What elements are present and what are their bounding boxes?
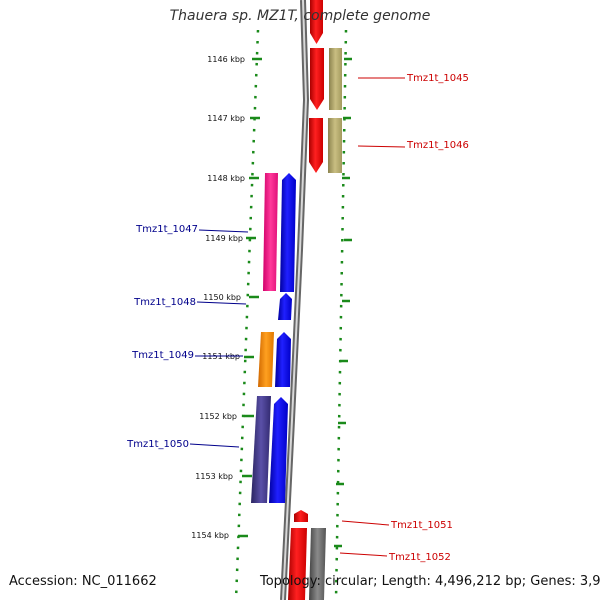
gene-label[interactable]: Tmz1t_1045 (406, 73, 469, 84)
cds-feature[interactable] (294, 510, 308, 522)
gene-label[interactable]: Tmz1t_1050 (126, 439, 189, 450)
cog-track (251, 48, 342, 600)
cog-feature-1047[interactable] (263, 173, 278, 291)
reverse-cds-track (269, 173, 296, 503)
accession-label: Accession: NC_011662 (9, 574, 157, 589)
cog-feature-1045[interactable] (329, 48, 342, 110)
cds-feature[interactable] (275, 332, 291, 387)
cog-feature-1050[interactable] (251, 396, 271, 503)
gene-label[interactable]: Tmz1t_1048 (133, 297, 196, 308)
leader-line-1047 (198, 229, 249, 233)
gene-label[interactable]: Tmz1t_1051 (390, 520, 453, 531)
leader-line-1050 (189, 443, 240, 448)
cds-feature[interactable] (278, 293, 292, 320)
cds-feature[interactable] (309, 118, 323, 173)
gene-label[interactable]: Tmz1t_1052 (388, 552, 451, 563)
gene-label[interactable]: Tmz1t_1046 (406, 140, 469, 151)
outer-track-boundary (334, 29, 348, 601)
scale-label: 1148 kbp (207, 174, 245, 183)
cog-feature-1049[interactable] (258, 332, 274, 387)
cds-feature[interactable] (269, 397, 288, 503)
cog-feature-1052[interactable] (309, 528, 326, 600)
scale-label: 1146 kbp (207, 55, 245, 64)
scale-label: 1147 kbp (207, 114, 245, 123)
gene-label[interactable]: Tmz1t_1047 (135, 224, 198, 235)
gene-label[interactable]: Tmz1t_1049 (131, 350, 194, 361)
scale-label: 1152 kbp (199, 412, 237, 421)
gene-label-leaders (189, 77, 406, 557)
forward-cds-track (288, 0, 324, 600)
leader-line-1046 (357, 145, 406, 148)
cds-feature[interactable] (280, 173, 296, 292)
inner-track-boundary (234, 29, 260, 601)
cds-feature[interactable] (310, 0, 323, 44)
genome-title: Thauera sp. MZ1T, complete genome (169, 8, 431, 24)
genome-backbone-highlight (282, 0, 308, 601)
genome-summary: Topology: circular; Length: 4,496,212 bp… (260, 574, 600, 589)
gene-labels: Tmz1t_1045 Tmz1t_1046 Tmz1t_1047 Tmz1t_1… (126, 73, 469, 563)
cds-feature[interactable] (310, 48, 324, 110)
scale-label: 1149 kbp (205, 234, 243, 243)
scale-label: 1153 kbp (195, 472, 233, 481)
cog-feature-1046[interactable] (328, 118, 342, 173)
scale-label: 1154 kbp (191, 531, 229, 540)
leader-line-1052 (339, 552, 388, 557)
leader-line-1051 (341, 520, 390, 526)
cds-feature[interactable] (288, 528, 307, 600)
scale-label: 1150 kbp (203, 293, 241, 302)
leader-line-1048 (196, 301, 247, 305)
